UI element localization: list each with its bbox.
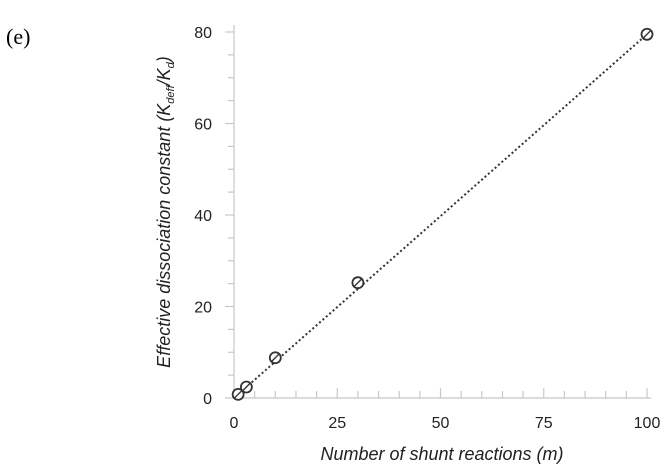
y-axis-label-sub2: d <box>165 61 177 68</box>
axis-labels: Number of shunt reactions (m) Effective … <box>154 56 564 464</box>
x-tick-label: 75 <box>535 415 553 432</box>
x-tick-label: 25 <box>328 415 346 432</box>
data-point <box>231 387 245 401</box>
y-axis-label: Effective dissociation constant (Kdeff/K… <box>154 56 177 368</box>
y-tick-label: 20 <box>194 300 212 317</box>
data-point-slash <box>642 30 652 39</box>
y-axis-label-suffix: ) <box>154 56 174 64</box>
y-axis-label-mid: /K <box>154 67 174 87</box>
data-point <box>351 276 365 290</box>
x-tick-label: 100 <box>634 415 661 432</box>
y-tick-label: 0 <box>203 391 212 408</box>
panel-label: (e) <box>6 24 31 49</box>
x-tick-label: 0 <box>230 415 239 432</box>
fit-line <box>237 33 648 396</box>
y-axis-label-sub1: deff <box>165 84 177 103</box>
x-axis-label: Number of shunt reactions (m) <box>320 444 563 464</box>
data-point-slash <box>234 390 243 399</box>
fit-line-group <box>237 33 648 396</box>
y-tick-label: 40 <box>194 208 212 225</box>
axes: 0 20 40 60 80 0 25 50 75 100 <box>194 25 660 432</box>
data-point-slash <box>271 353 280 362</box>
data-points <box>231 27 654 401</box>
x-tick-label: 50 <box>432 415 450 432</box>
y-axis-label-prefix: Effective dissociation constant (K <box>154 103 174 368</box>
y-tick-label: 60 <box>194 117 212 134</box>
data-point-slash <box>242 382 251 392</box>
data-point-slash <box>353 278 362 287</box>
y-tick-label: 80 <box>194 25 212 42</box>
data-point <box>268 351 282 365</box>
data-point <box>239 380 253 394</box>
data-point <box>640 27 654 41</box>
